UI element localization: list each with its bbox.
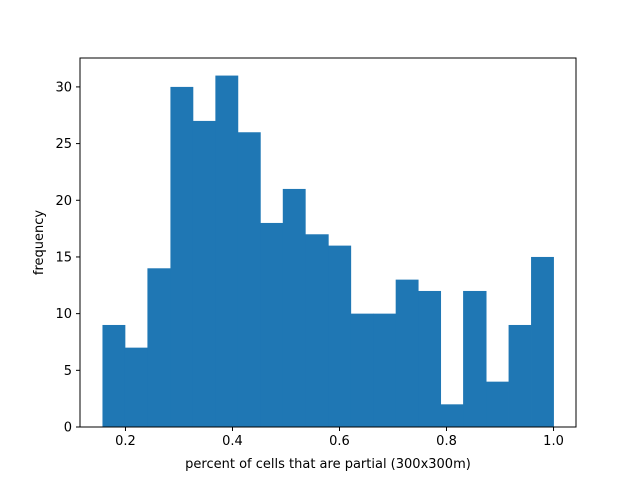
histogram-bar (373, 313, 397, 427)
x-tick-label: 0.6 (329, 434, 350, 449)
histogram-bar (282, 188, 306, 427)
histogram-bar (531, 256, 554, 427)
histogram-bar (260, 222, 284, 427)
histogram-bar (147, 268, 171, 427)
histogram-bar (192, 120, 216, 427)
x-axis-ticks: 0.2 0.4 0.6 0.8 1.0 (115, 427, 564, 449)
histogram-bar (305, 234, 329, 427)
histogram-bar (350, 313, 374, 427)
histogram-bar (124, 347, 148, 427)
histogram-bar (395, 279, 419, 427)
histogram-bar (102, 324, 126, 427)
x-tick-label: 1.0 (543, 434, 564, 449)
y-tick-label: 5 (64, 364, 72, 379)
y-tick-label: 10 (55, 307, 72, 322)
histogram-bar (440, 404, 464, 427)
histogram-bar (170, 86, 194, 427)
x-axis-label: percent of cells that are partial (300x3… (185, 457, 471, 472)
y-axis-ticks: 0 5 10 15 20 25 30 (55, 80, 80, 436)
x-tick-label: 0.4 (222, 434, 243, 449)
y-tick-label: 20 (55, 194, 72, 209)
y-tick-label: 0 (64, 421, 72, 436)
y-tick-label: 30 (55, 80, 72, 95)
y-tick-label: 15 (55, 250, 72, 265)
y-tick-label: 25 (55, 137, 72, 152)
x-tick-label: 0.8 (436, 434, 457, 449)
histogram-bar (215, 75, 239, 428)
histogram-bar (463, 290, 487, 427)
y-axis-label: frequency (32, 210, 47, 276)
histogram-bar (237, 132, 261, 427)
histogram-bar (328, 245, 352, 427)
bars-group (102, 75, 554, 428)
histogram-bar (418, 290, 442, 427)
histogram-bar (508, 324, 532, 427)
plot-frame (79, 57, 577, 428)
x-tick-label: 0.2 (115, 434, 136, 449)
histogram-bar (486, 381, 509, 427)
